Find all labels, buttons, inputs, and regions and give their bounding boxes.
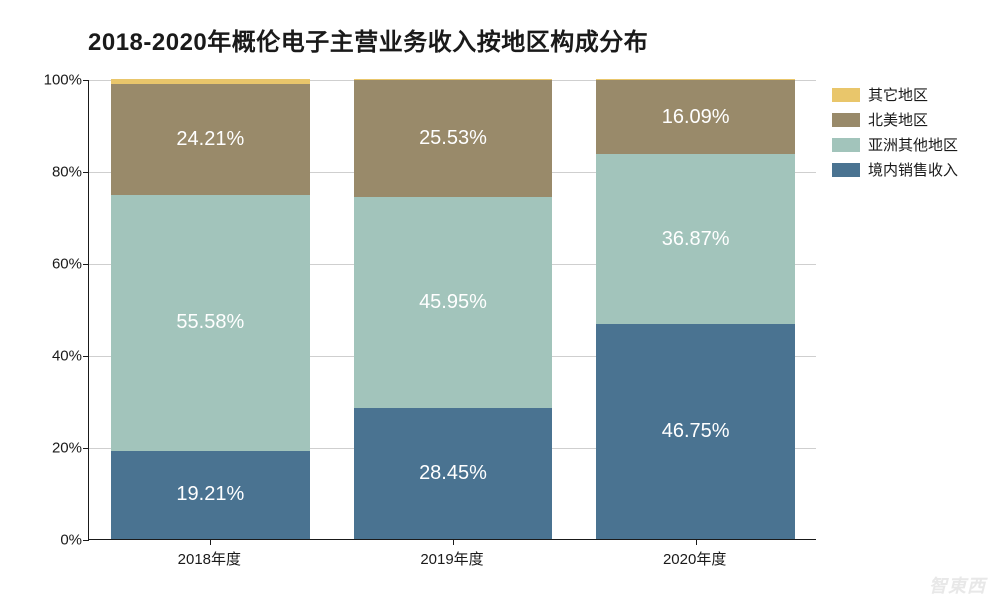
bar-segment-asia_other: 36.87% <box>596 154 795 324</box>
bar-segment-label: 28.45% <box>419 462 487 485</box>
bar-segment-other <box>596 79 795 80</box>
bar-segment-label: 25.53% <box>419 127 487 150</box>
plot-area: 19.21% 55.58% 24.21% 28.45% 45.95% 25.53% 46.7… <box>88 80 816 540</box>
watermark: 智東西 <box>929 572 986 598</box>
bar-segment-asia_other: 45.95% <box>354 197 553 408</box>
legend: 其它地区北美地区亚洲其他地区境内销售收入 <box>832 84 958 184</box>
xtick-label: 2019年度 <box>420 548 483 569</box>
ytick-mark <box>83 540 89 541</box>
bar-segment-na: 25.53% <box>354 79 553 196</box>
legend-label: 亚洲其他地区 <box>868 134 958 155</box>
xtick-mark <box>696 539 697 545</box>
bar-segment-label: 16.09% <box>662 106 730 129</box>
bar-segment-domestic: 28.45% <box>354 408 553 539</box>
ytick-mark <box>83 356 89 357</box>
xtick-label: 2018年度 <box>178 548 241 569</box>
bar-segment-label: 46.75% <box>662 420 730 443</box>
stacked-bar: 28.45% 45.95% 25.53% <box>354 79 553 539</box>
bar-segment-other <box>111 79 310 84</box>
ytick-mark <box>83 172 89 173</box>
ytick-mark <box>83 264 89 265</box>
stacked-bar: 19.21% 55.58% 24.21% <box>111 79 310 539</box>
ytick-label: 40% <box>52 348 82 365</box>
legend-item-domestic: 境内销售收入 <box>832 159 958 180</box>
bar-segment-label: 36.87% <box>662 228 730 251</box>
bar-segment-domestic: 46.75% <box>596 324 795 539</box>
stacked-bar: 46.75% 36.87% 16.09% <box>596 79 795 539</box>
bar-segment-domestic: 19.21% <box>111 451 310 539</box>
bar-segment-label: 19.21% <box>176 483 244 506</box>
ytick-label: 0% <box>60 532 82 549</box>
xtick-mark <box>453 539 454 545</box>
legend-swatch <box>832 163 860 177</box>
ytick-mark <box>83 80 89 81</box>
chart-title: 2018-2020年概伦电子主营业务收入按地区构成分布 <box>88 22 648 57</box>
ytick-label: 80% <box>52 164 82 181</box>
legend-item-other: 其它地区 <box>832 84 958 105</box>
xtick-mark <box>210 539 211 545</box>
bar-segment-label: 24.21% <box>176 128 244 151</box>
bar-segment-label: 45.95% <box>419 291 487 314</box>
legend-label: 北美地区 <box>868 109 928 130</box>
legend-item-na: 北美地区 <box>832 109 958 130</box>
legend-swatch <box>832 113 860 127</box>
legend-label: 境内销售收入 <box>868 159 958 180</box>
ytick-label: 100% <box>44 72 82 89</box>
legend-swatch <box>832 138 860 152</box>
bar-segment-na: 16.09% <box>596 80 795 154</box>
bar-segment-label: 55.58% <box>176 311 244 334</box>
legend-swatch <box>832 88 860 102</box>
xtick-label: 2020年度 <box>663 548 726 569</box>
bar-segment-asia_other: 55.58% <box>111 195 310 451</box>
legend-item-asia_other: 亚洲其他地区 <box>832 134 958 155</box>
ytick-mark <box>83 448 89 449</box>
bar-segment-na: 24.21% <box>111 84 310 195</box>
ytick-label: 60% <box>52 256 82 273</box>
ytick-label: 20% <box>52 440 82 457</box>
legend-label: 其它地区 <box>868 84 928 105</box>
